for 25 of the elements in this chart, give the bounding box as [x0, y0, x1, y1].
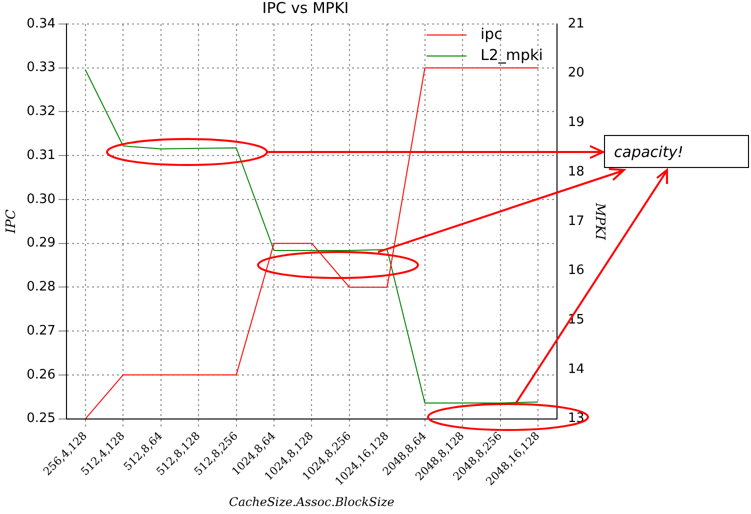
- y-tick-label: 0.30: [26, 192, 56, 207]
- chart-title: IPC vs MPKI: [262, 0, 349, 17]
- y2-tick-label: 20: [568, 66, 584, 81]
- y2-tick-label: 18: [568, 164, 584, 180]
- y-tick-label: 0.31: [26, 148, 56, 163]
- y2-tick-label: 19: [568, 115, 584, 130]
- legend-label: ipc: [480, 24, 502, 43]
- y2-axis-title: MPKI: [592, 202, 607, 241]
- y-axis-title: IPC: [4, 209, 20, 234]
- y2-tick-label: 13: [568, 411, 584, 426]
- y2-tick-label: 17: [568, 214, 584, 229]
- y-tick-label: 0.27: [26, 323, 56, 338]
- y-tick-label: 0.28: [26, 280, 56, 295]
- y-tick-label: 0.29: [26, 236, 56, 251]
- y-tick-label: 0.33: [26, 60, 56, 76]
- y-tick-label: 0.25: [26, 411, 56, 426]
- y-tick-label: 0.32: [26, 104, 56, 120]
- y2-tick-label: 21: [568, 16, 584, 32]
- y-tick-label: 0.26: [26, 367, 56, 382]
- x-axis-title: CacheSize.Assoc.BlockSize: [229, 494, 394, 509]
- text: capacity!: [604, 135, 749, 168]
- y2-tick-label: 16: [568, 263, 584, 278]
- y2-tick-label: 14: [568, 362, 584, 377]
- y-tick-label: 0.34: [26, 16, 56, 32]
- legend-label: L2_mpki: [480, 46, 543, 64]
